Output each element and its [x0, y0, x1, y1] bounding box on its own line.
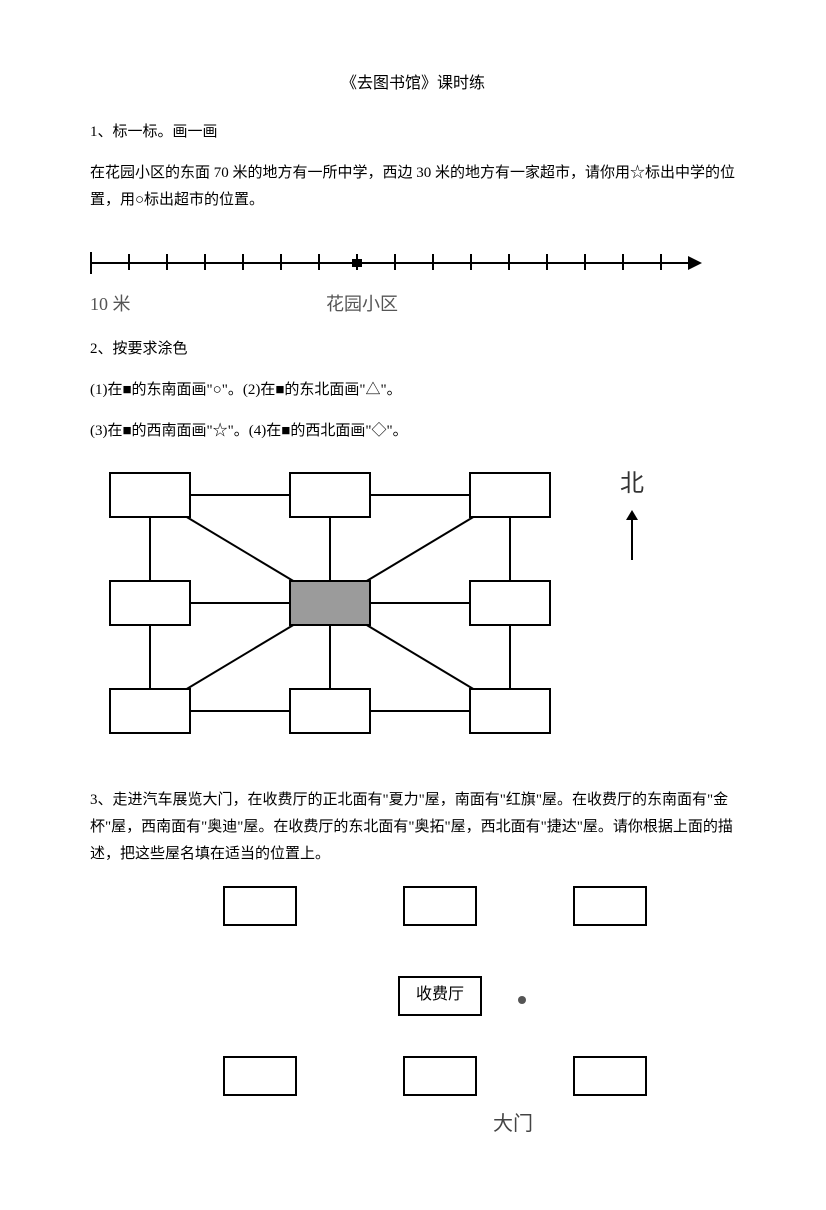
- q2-line2: (3)在■的西南面画"☆"。(4)在■的西北面画"◇"。: [90, 418, 736, 445]
- q1-numberline: 10 米花园小区: [90, 232, 736, 312]
- numline-center-label: 花园小区: [326, 288, 398, 320]
- showroom-box-nw: [223, 886, 297, 926]
- showroom-box-c: 收费厅: [398, 976, 482, 1016]
- compass-label: 北: [620, 471, 644, 497]
- compass-north: 北: [620, 463, 644, 560]
- showroom-box-sw: [223, 1056, 297, 1096]
- showroom-box-s: [403, 1056, 477, 1096]
- q2-line1: (1)在■的东南面画"○"。(2)在■的东北面画"△"。: [90, 377, 736, 404]
- q1-body: 在花园小区的东面 70 米的地方有一所中学，西边 30 米的地方有一家超市，请你…: [90, 160, 736, 214]
- q3-showroom-diagram: 收费厅大门: [90, 886, 736, 1146]
- showroom-box-ne: [573, 886, 647, 926]
- q3-header: 3、走进汽车展览大门，在收费厅的正北面有"夏力"屋，南面有"红旗"屋。在收费厅的…: [90, 787, 736, 868]
- q1-header: 1、标一标。画一画: [90, 119, 736, 146]
- showroom-door-label: 大门: [493, 1106, 533, 1142]
- numline-scale-label: 10 米: [90, 288, 131, 320]
- showroom-box-n: [403, 886, 477, 926]
- grid-svg: [90, 463, 590, 753]
- page-title: 《去图书馆》课时练: [90, 70, 736, 99]
- compass-arrow-icon: [631, 512, 633, 560]
- showroom-dot-icon: [518, 996, 526, 1004]
- q2-grid-diagram: 北: [90, 463, 736, 763]
- showroom-box-se: [573, 1056, 647, 1096]
- q2-header: 2、按要求涂色: [90, 336, 736, 363]
